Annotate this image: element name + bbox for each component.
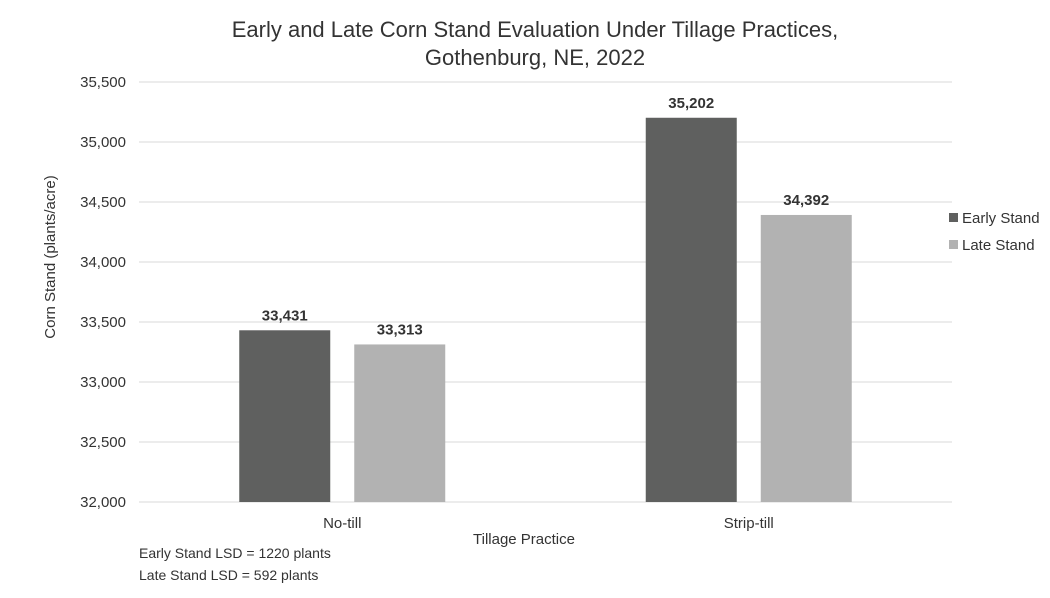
bar-late-stand-strip-till	[760, 214, 852, 502]
y-axis-title: Corn Stand (plants/acre)	[42, 175, 59, 338]
lsd-notes: Early Stand LSD = 1220 plants Late Stand…	[139, 545, 331, 583]
y-tick-label: 33,500	[80, 314, 126, 331]
legend-swatch-early-stand	[949, 213, 958, 222]
bars	[239, 117, 852, 502]
x-tick-label: Strip-till	[724, 515, 774, 532]
x-axis-title: Tillage Practice	[473, 531, 575, 548]
chart-title-line-2: Gothenburg, NE, 2022	[425, 45, 645, 70]
bar-early-stand-strip-till	[645, 117, 737, 502]
y-tick-label: 34,500	[80, 194, 126, 211]
y-tick-label: 35,500	[80, 74, 126, 91]
data-label-late-stand-strip-till: 34,392	[783, 192, 829, 209]
y-tick-label: 34,000	[80, 254, 126, 271]
legend: Early Stand Late Stand	[949, 210, 1040, 254]
chart-title: Early and Late Corn Stand Evaluation Und…	[232, 17, 839, 70]
data-label-early-stand-strip-till: 35,202	[668, 95, 714, 112]
y-axis-tick-labels: 32,000 32,500 33,000 33,500 34,000 34,500 35,0…	[80, 74, 126, 511]
data-label-late-stand-no-till: 33,313	[377, 321, 423, 338]
x-axis-tick-labels: No-till Strip-till	[323, 515, 774, 532]
y-tick-label: 33,000	[80, 374, 126, 391]
chart-title-line-1: Early and Late Corn Stand Evaluation Und…	[232, 17, 839, 42]
data-labels: 33,431 33,313 35,202 34,392	[262, 95, 829, 339]
legend-label-late-stand: Late Stand	[962, 237, 1035, 254]
data-label-early-stand-no-till: 33,431	[262, 307, 308, 324]
lsd-note-late: Late Stand LSD = 592 plants	[139, 567, 318, 583]
y-tick-label: 32,500	[80, 434, 126, 451]
legend-label-early-stand: Early Stand	[962, 210, 1040, 227]
lsd-note-early: Early Stand LSD = 1220 plants	[139, 545, 331, 561]
y-tick-label: 32,000	[80, 494, 126, 511]
y-tick-label: 35,000	[80, 134, 126, 151]
x-tick-label: No-till	[323, 515, 361, 532]
bar-early-stand-no-till	[239, 330, 331, 502]
legend-swatch-late-stand	[949, 240, 958, 249]
bar-late-stand-no-till	[354, 344, 446, 502]
